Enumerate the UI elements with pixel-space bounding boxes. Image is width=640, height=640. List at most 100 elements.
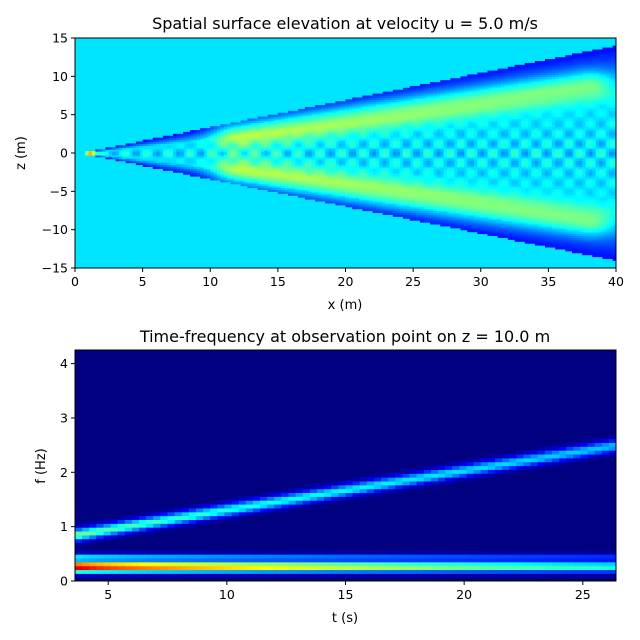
heatmap-cell [281, 118, 286, 122]
heatmap-cell [386, 170, 391, 173]
heatmap-cell [419, 160, 424, 164]
heatmap-cell [311, 126, 316, 129]
heatmap-cell [433, 87, 438, 91]
heatmap-cell [375, 116, 380, 120]
heatmap-cell [504, 210, 509, 214]
heatmap-cell [345, 139, 350, 143]
heatmap-cell [423, 191, 428, 194]
heatmap-cell [477, 204, 482, 208]
heatmap-cell [372, 110, 377, 114]
heatmap-cell [399, 187, 404, 191]
heatmap-cell [362, 133, 367, 137]
heatmap-cell [274, 126, 279, 129]
heatmap-cell [186, 135, 191, 139]
heatmap-cell [118, 147, 123, 150]
heatmap-cell [328, 145, 333, 148]
heatmap-cell [338, 166, 343, 169]
heatmap-cell [173, 149, 178, 152]
heatmap-cell [311, 183, 316, 187]
heatmap-cell [277, 114, 282, 118]
heatmap-cell [213, 166, 218, 169]
heatmap-cell [291, 133, 296, 137]
heatmap-cell [375, 177, 380, 181]
heatmap-cell [386, 200, 391, 204]
heatmap-cell [369, 199, 374, 202]
heatmap-cell [318, 139, 323, 143]
heatmap-cell [484, 149, 489, 152]
heatmap-cell [386, 107, 391, 110]
heatmap-cell [436, 143, 441, 146]
heatmap-cell [463, 200, 468, 204]
heatmap-cell [304, 154, 309, 158]
heatmap-cell [183, 137, 188, 141]
heatmap-cell [433, 85, 438, 89]
heatmap-cell [389, 139, 394, 143]
heatmap-cell [501, 120, 506, 123]
heatmap-cell [501, 200, 506, 204]
heatmap-cell [413, 93, 418, 97]
heatmap-cell [467, 103, 472, 106]
heatmap-cell [173, 139, 178, 143]
heatmap-cell [443, 176, 448, 179]
heatmap-cell [200, 168, 205, 171]
heatmap-cell [264, 126, 269, 129]
heatmap-cell [328, 195, 333, 198]
heatmap-cell [193, 166, 198, 169]
heatmap-cell [352, 105, 357, 108]
heatmap-cell [443, 204, 448, 208]
heatmap-cell [487, 145, 492, 148]
heatmap-cell [291, 162, 296, 166]
heatmap-cell [463, 126, 468, 129]
heatmap-cell [440, 87, 445, 91]
heatmap-cell [206, 176, 211, 179]
heatmap-cell [460, 206, 465, 210]
heatmap-cell [233, 179, 238, 183]
heatmap-cell [264, 124, 269, 127]
heatmap-cell [348, 168, 353, 171]
heatmap-cell [325, 143, 330, 146]
heatmap-cell [233, 177, 238, 181]
heatmap-cell [112, 154, 117, 158]
heatmap-cell [342, 181, 347, 185]
heatmap-cell [446, 162, 451, 166]
heatmap-cell [484, 91, 489, 95]
heatmap-cell [480, 74, 485, 77]
heatmap-cell [446, 172, 451, 175]
heatmap-cell [423, 197, 428, 200]
heatmap-cell [250, 118, 255, 122]
heatmap-cell [223, 143, 228, 146]
heatmap-cell [355, 114, 360, 118]
heatmap-cell [369, 108, 374, 112]
heatmap-cell [325, 108, 330, 112]
heatmap-cell [369, 124, 374, 127]
heatmap-cell [257, 174, 262, 177]
heatmap-cell [426, 187, 431, 191]
heatmap-cell [379, 124, 384, 127]
heatmap-cell [497, 76, 502, 79]
heatmap-cell [359, 122, 364, 125]
heatmap-cell [267, 126, 272, 129]
heatmap-cell [335, 202, 340, 206]
heatmap-cell [433, 187, 438, 191]
heatmap-cell [345, 172, 350, 175]
heatmap-cell [237, 128, 242, 131]
heatmap-cell [504, 214, 509, 217]
heatmap-cell [260, 124, 265, 127]
heatmap-cell [419, 179, 424, 183]
heatmap-cell [494, 227, 499, 231]
heatmap-cell [484, 202, 489, 206]
heatmap-cell [504, 160, 509, 164]
heatmap-cell [345, 141, 350, 145]
heatmap-cell [389, 130, 394, 133]
heatmap-cell [372, 200, 377, 204]
heatmap-cell [406, 139, 411, 143]
heatmap-cell [372, 126, 377, 129]
heatmap-cell [423, 162, 428, 166]
heatmap-cell [436, 85, 441, 89]
heatmap-cell [473, 183, 478, 187]
heatmap-cell [247, 153, 252, 156]
heatmap-cell [399, 107, 404, 110]
heatmap-cell [369, 120, 374, 123]
heatmap-cell [288, 164, 292, 168]
heatmap-cell [254, 153, 259, 156]
